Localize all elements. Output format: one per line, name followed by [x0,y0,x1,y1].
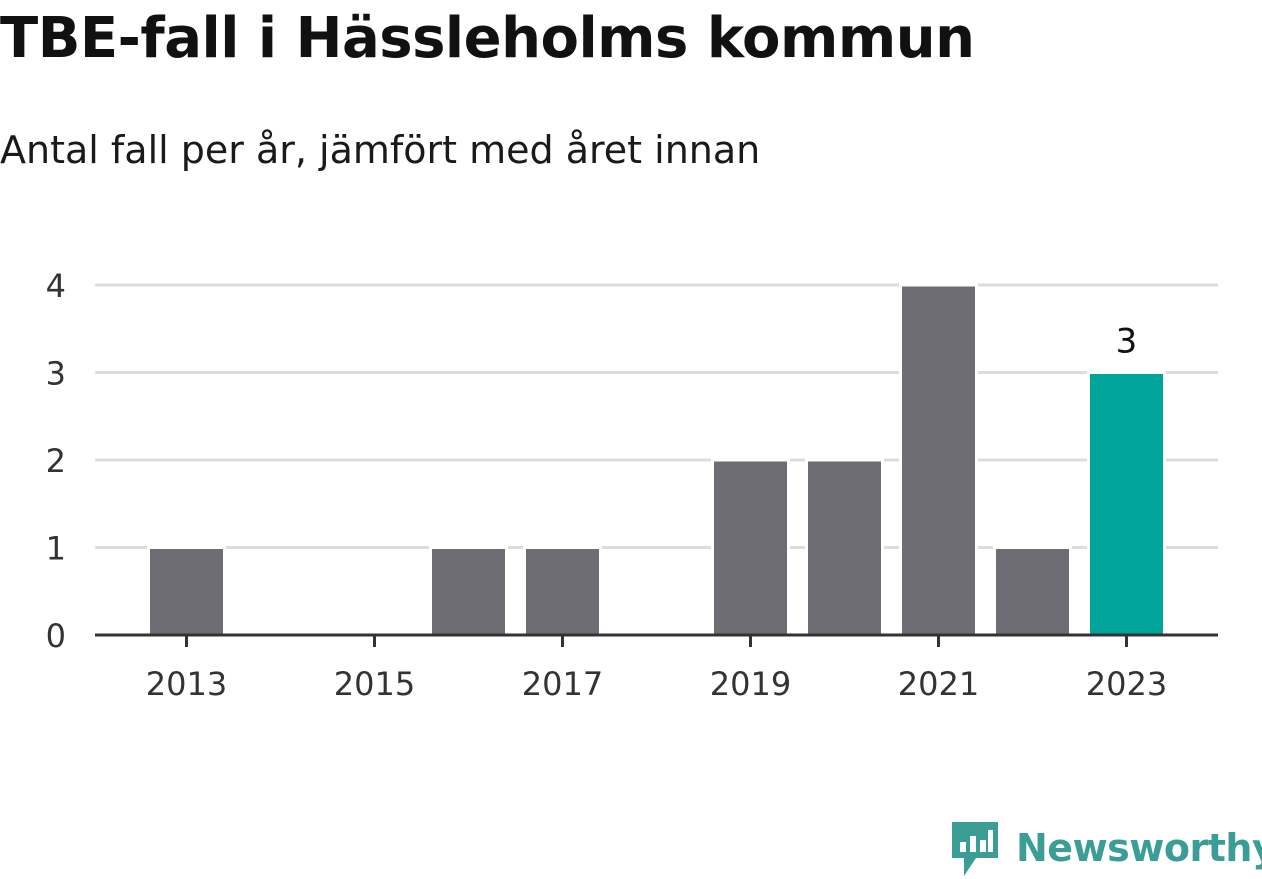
y-tick-label: 0 [46,617,66,655]
y-tick-label: 3 [46,355,66,393]
newsworthy-logo-icon [952,822,998,876]
bar-2022 [993,546,1072,637]
data-label: 3 [1116,322,1138,362]
grid-layer [95,283,1218,549]
x-tick-label: 2015 [334,665,415,703]
x-tick-label: 2023 [1086,665,1167,703]
bar-2021 [899,283,978,637]
bar-2017 [523,546,602,637]
axis-layer [95,633,1218,647]
y-tick-label: 2 [46,442,66,480]
label-layer: 0 1 2 3 4 2013 2015 2017 2019 2021 2023 3 [46,267,1168,703]
bar-2013 [147,546,226,637]
chart-subtitle: Antal fall per år, jämfört med året inna… [0,128,761,172]
bar-2019 [711,458,790,637]
x-tick-label: 2017 [522,665,603,703]
x-tick-label: 2021 [898,665,979,703]
x-tick-label: 2013 [146,665,227,703]
x-tick-label: 2019 [710,665,791,703]
newsworthy-logo-text: Newsworthy [1016,826,1262,870]
bar-2020 [805,458,884,637]
bar-2023 [1087,371,1166,637]
bar-2016 [429,546,508,637]
y-tick-label: 4 [46,267,66,305]
y-tick-label: 1 [46,530,66,568]
newsworthy-logo: Newsworthy [950,818,1262,878]
chart-title: TBE-fall i Hässleholms kommun [0,6,975,71]
